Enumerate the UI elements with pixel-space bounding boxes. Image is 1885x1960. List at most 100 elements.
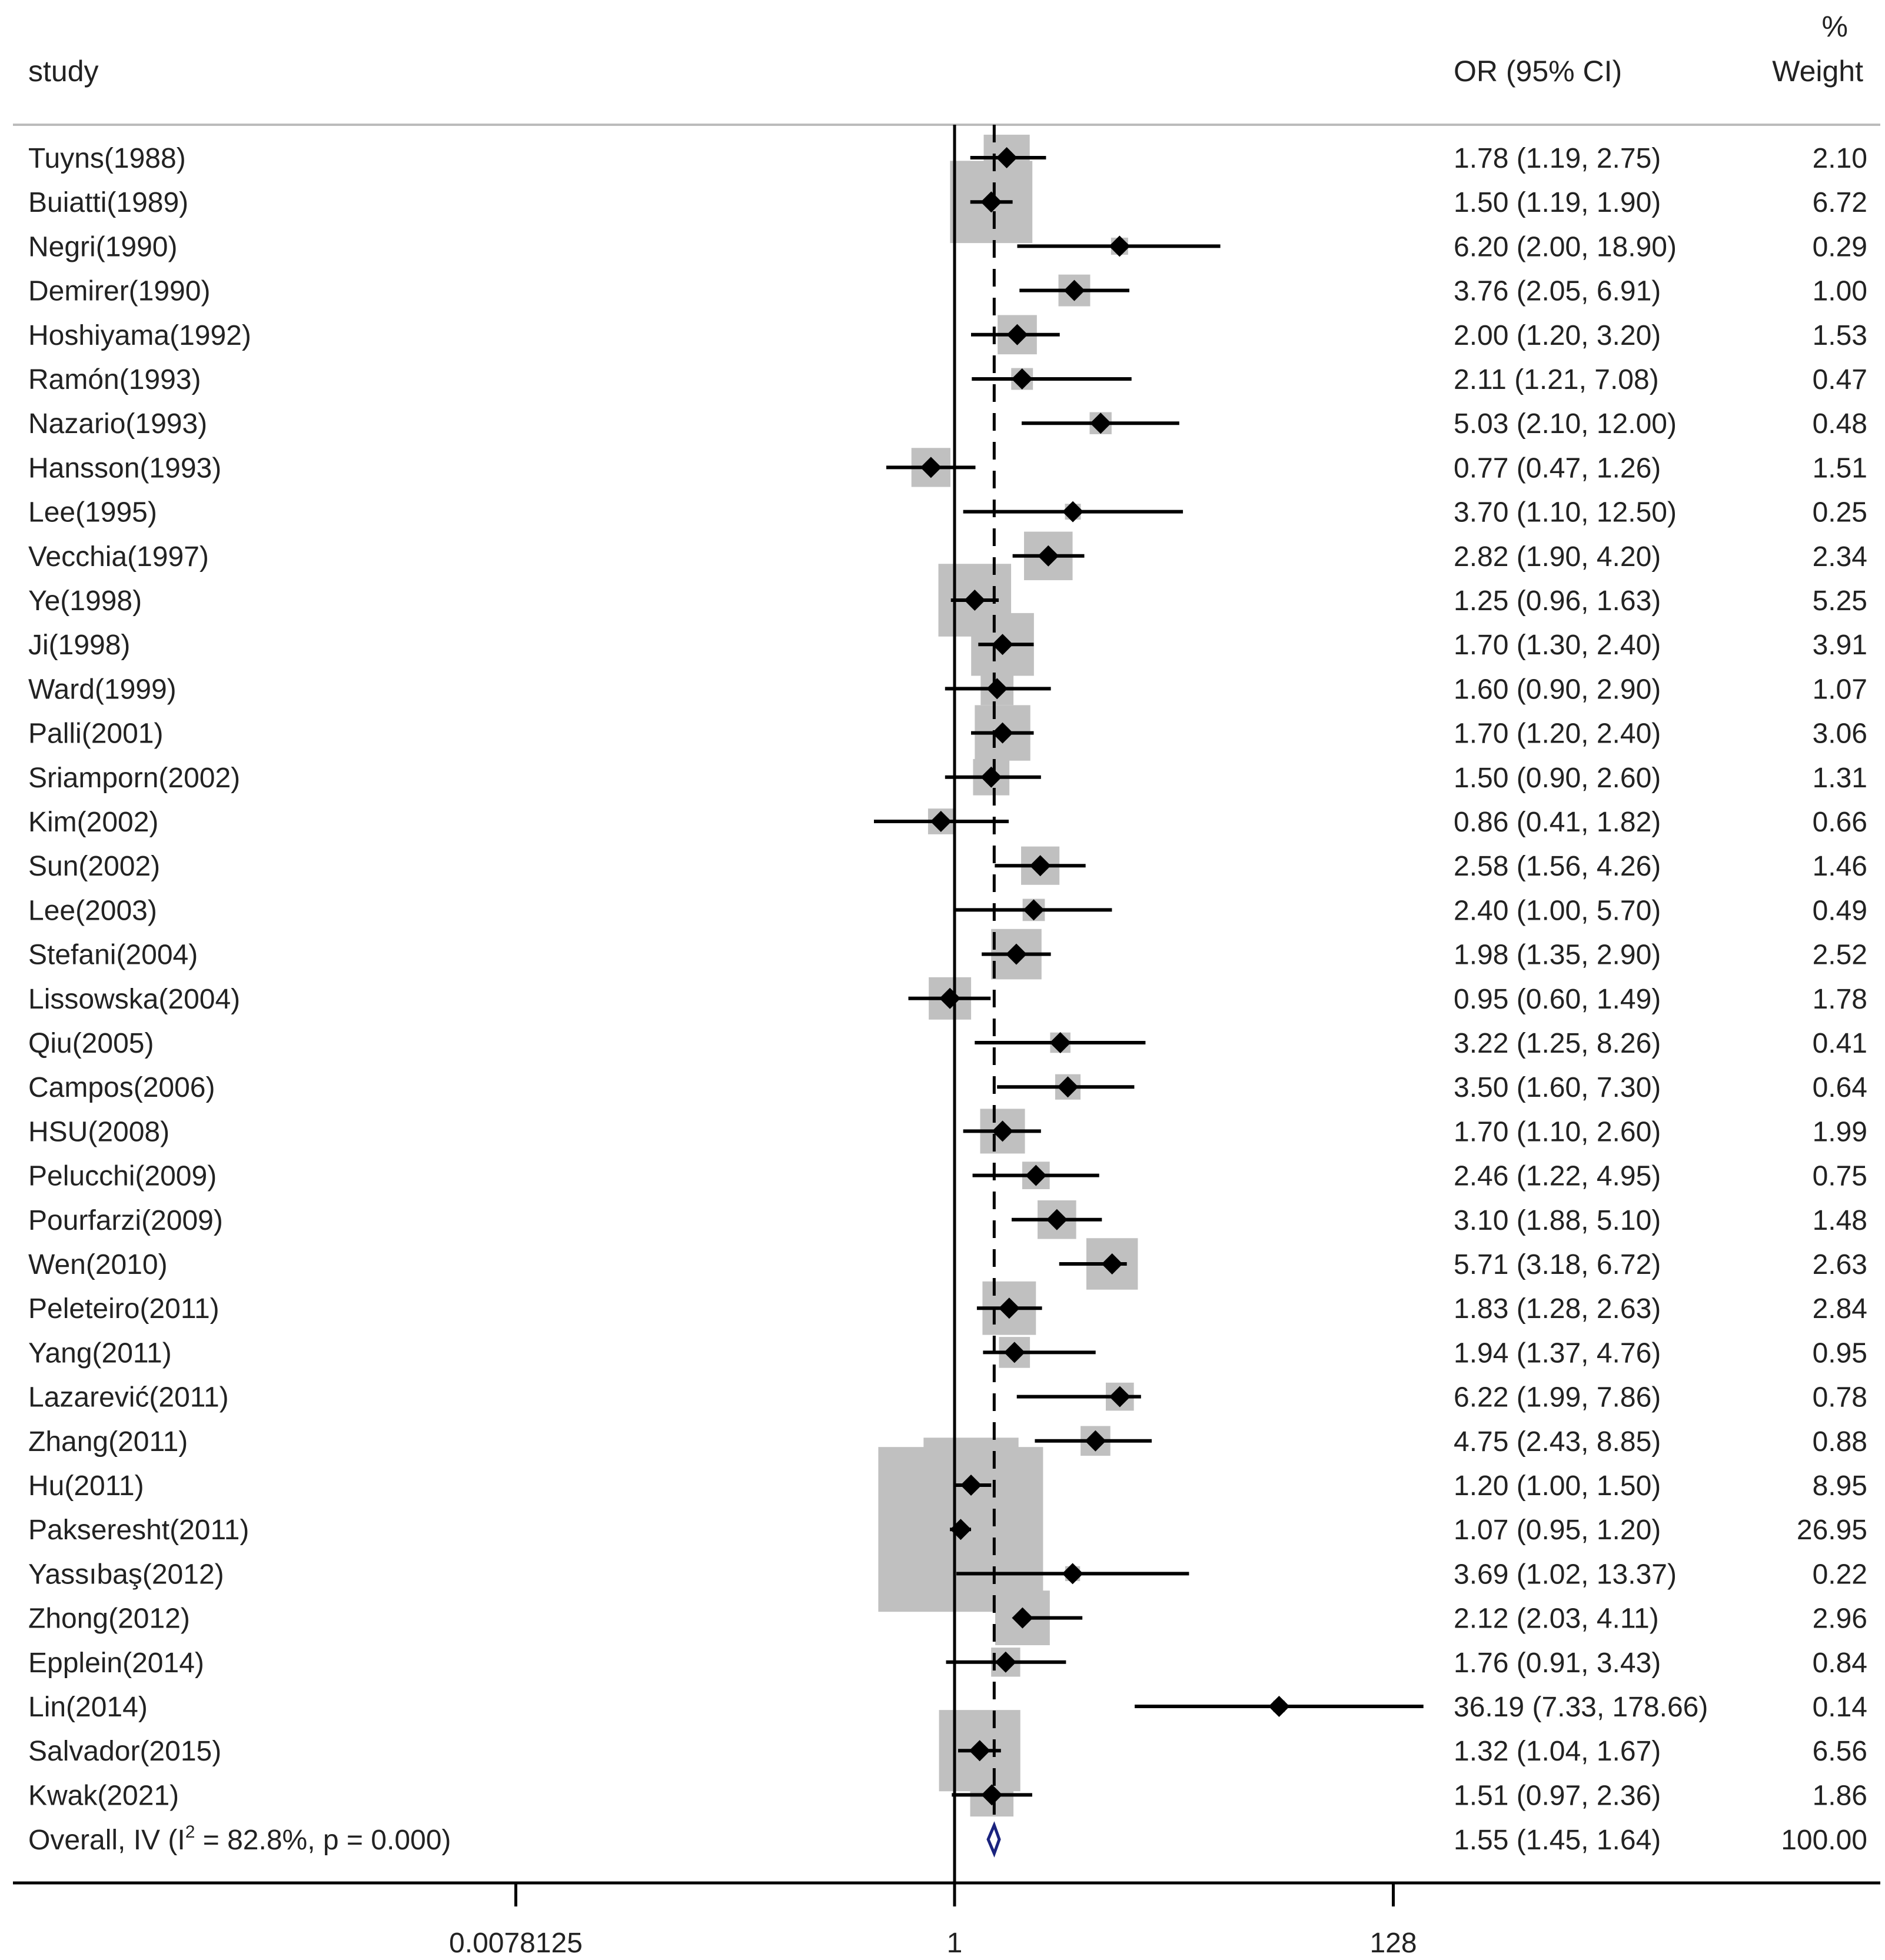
study-weight: 1.78 [1813, 984, 1867, 1015]
study-row: Hansson(1993) 0.77 (0.47, 1.26) 1.51 [28, 452, 1867, 484]
study-or-ci: 1.07 (0.95, 1.20) [1454, 1515, 1661, 1546]
point-estimate-marker [992, 634, 1013, 655]
study-or-ci: 2.46 (1.22, 4.95) [1454, 1161, 1661, 1192]
study-label: Sriamporn(2002) [28, 763, 240, 794]
study-or-ci: 1.60 (0.90, 2.90) [1454, 674, 1661, 705]
study-weight: 1.07 [1813, 674, 1867, 705]
study-weight: 0.75 [1813, 1161, 1867, 1192]
point-estimate-marker [996, 147, 1018, 168]
study-weight: 0.66 [1813, 807, 1867, 838]
study-or-ci: 1.78 (1.19, 2.75) [1454, 143, 1661, 174]
study-row: Lissowska(2004) 0.95 (0.60, 1.49) 1.78 [28, 984, 1867, 1015]
study-or-ci: 2.11 (1.21, 7.08) [1454, 364, 1659, 395]
study-row: Sriamporn(2002) 1.50 (0.90, 2.60) 1.31 [28, 763, 1867, 794]
point-estimate-marker [1085, 1430, 1106, 1452]
study-label: HSU(2008) [28, 1116, 169, 1147]
overall-weight: 100.00 [1781, 1825, 1867, 1856]
overall-i-squared-superscript: 2 [185, 1822, 195, 1842]
study-weight: 0.49 [1813, 895, 1867, 926]
point-estimate-marker [939, 987, 961, 1009]
study-or-ci: 1.70 (1.10, 2.60) [1454, 1116, 1661, 1147]
point-estimate-marker [1029, 855, 1051, 877]
study-row: Hu(2011) 1.20 (1.00, 1.50) 8.95 [28, 1470, 1867, 1502]
study-weight: 0.47 [1813, 364, 1867, 395]
study-or-ci: 1.20 (1.00, 1.50) [1454, 1470, 1661, 1502]
point-estimate-marker [1057, 1076, 1079, 1098]
study-weight: 26.95 [1797, 1515, 1867, 1546]
study-label: Demirer(1990) [28, 276, 210, 307]
study-or-ci: 1.50 (1.19, 1.90) [1454, 187, 1661, 218]
study-weight: 1.46 [1813, 851, 1867, 882]
study-label: Hansson(1993) [28, 452, 221, 484]
study-label: Peleteiro(2011) [28, 1293, 220, 1325]
study-or-ci: 6.22 (1.99, 7.86) [1454, 1382, 1661, 1413]
study-or-ci: 0.77 (0.47, 1.26) [1454, 452, 1661, 484]
study-or-ci: 3.70 (1.10, 12.50) [1454, 497, 1677, 528]
study-label: Ward(1999) [28, 674, 177, 705]
study-label: Vecchia(1997) [28, 541, 209, 573]
study-or-ci: 5.71 (3.18, 6.72) [1454, 1249, 1661, 1280]
x-axis-ticks: 0.0078125 1 128 [449, 1883, 1417, 1959]
study-weight: 0.84 [1813, 1648, 1867, 1679]
study-row: Palli(2001) 1.70 (1.20, 2.40) 3.06 [28, 718, 1867, 750]
study-or-ci: 36.19 (7.33, 178.66) [1454, 1692, 1708, 1723]
study-weight: 0.29 [1813, 231, 1867, 262]
study-weight: 0.95 [1813, 1337, 1867, 1369]
study-row: Sun(2002) 2.58 (1.56, 4.26) 1.46 [28, 851, 1867, 882]
point-estimate-marker [1006, 324, 1028, 345]
study-weight: 0.22 [1813, 1559, 1867, 1590]
study-weight: 3.91 [1813, 630, 1867, 661]
study-weight: 3.06 [1813, 718, 1867, 750]
study-weight: 8.95 [1813, 1470, 1867, 1502]
study-label: Yang(2011) [28, 1337, 172, 1369]
point-estimate-marker [980, 191, 1002, 213]
study-weight: 1.48 [1813, 1205, 1867, 1236]
point-estimate-marker [998, 1297, 1020, 1319]
study-row: Lee(2003) 2.40 (1.00, 5.70) 0.49 [28, 895, 1867, 926]
study-or-ci: 1.76 (0.91, 3.43) [1454, 1648, 1661, 1679]
study-weight: 0.48 [1813, 408, 1867, 440]
point-estimate-marker [1090, 412, 1112, 434]
study-weight: 2.52 [1813, 940, 1867, 971]
point-estimate-marker [969, 1740, 990, 1762]
point-estimate-marker [980, 766, 1002, 788]
header: study OR (95% CI) % Weight [28, 10, 1863, 88]
point-estimate-marker [1062, 501, 1084, 523]
point-estimate-marker [1049, 1032, 1071, 1053]
study-label: Tuyns(1988) [28, 143, 186, 174]
study-or-ci: 2.00 (1.20, 3.20) [1454, 320, 1661, 351]
study-weight: 1.00 [1813, 276, 1867, 307]
point-estimate-marker [981, 1784, 1003, 1806]
study-or-ci: 1.50 (0.90, 2.60) [1454, 763, 1661, 794]
study-label: Hu(2011) [28, 1470, 144, 1502]
study-label: Stefani(2004) [28, 940, 198, 971]
study-row: Qiu(2005) 3.22 (1.25, 8.26) 0.41 [28, 1028, 1867, 1059]
study-rows: Tuyns(1988) 1.78 (1.19, 2.75) 2.10 Buiatti(… [28, 143, 1867, 1811]
study-row: Negri(1990) 6.20 (2.00, 18.90) 0.29 [28, 231, 1867, 262]
study-or-ci: 1.83 (1.28, 2.63) [1454, 1293, 1661, 1325]
overall-diamond [986, 1821, 1001, 1858]
point-estimate-marker [1046, 1209, 1068, 1230]
study-label: Ji(1998) [28, 630, 130, 661]
header-study: study [28, 55, 99, 88]
study-label: Ramón(1993) [28, 364, 201, 395]
study-label: Pelucchi(2009) [28, 1161, 217, 1192]
study-row: Kim(2002) 0.86 (0.41, 1.82) 0.66 [28, 807, 1867, 838]
study-weight: 2.10 [1813, 143, 1867, 174]
study-label: Ye(1998) [28, 585, 142, 617]
study-label: Yassıbaş(2012) [28, 1559, 224, 1590]
point-estimate-marker [1025, 1164, 1047, 1186]
study-or-ci: 1.98 (1.35, 2.90) [1454, 940, 1661, 971]
study-weight: 2.96 [1813, 1603, 1867, 1635]
study-row: Peleteiro(2011) 1.83 (1.28, 2.63) 2.84 [28, 1293, 1867, 1325]
study-weight: 0.41 [1813, 1028, 1867, 1059]
study-row: Yang(2011) 1.94 (1.37, 4.76) 0.95 [28, 1337, 1867, 1369]
study-or-ci: 2.12 (2.03, 4.11) [1454, 1603, 1659, 1635]
study-or-ci: 2.82 (1.90, 4.20) [1454, 541, 1661, 573]
point-estimate-marker [995, 1651, 1016, 1673]
point-estimate-marker [964, 590, 986, 611]
study-label: Pakseresht(2011) [28, 1515, 249, 1546]
x-tick-label: 0.0078125 [449, 1928, 583, 1959]
study-weight: 5.25 [1813, 585, 1867, 617]
